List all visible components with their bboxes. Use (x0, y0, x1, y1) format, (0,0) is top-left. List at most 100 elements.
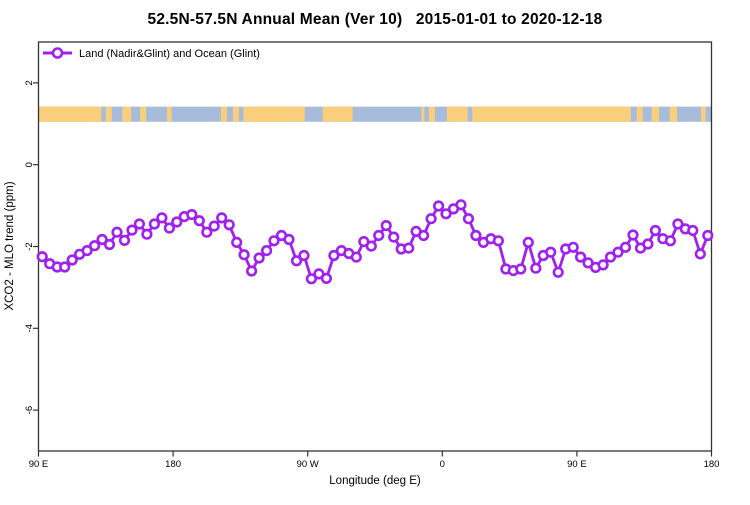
data-point-marker (208, 220, 220, 232)
land-segment (701, 106, 706, 122)
data-point-marker (567, 241, 579, 253)
data-point-marker (118, 234, 131, 246)
data-point-marker (380, 220, 392, 232)
data-point-marker (649, 224, 662, 237)
data-point-marker (403, 242, 415, 254)
data-point-marker (350, 251, 362, 263)
data-point-marker (627, 229, 639, 241)
land-segment (243, 106, 305, 122)
data-point-marker (126, 224, 138, 236)
data-point-marker (81, 245, 93, 257)
data-point-marker (156, 212, 168, 224)
y-tick-label: -2 (24, 242, 35, 250)
series-line (41, 203, 710, 281)
legend-label: Land (Nadir&Glint) and Ocean (Glint) (79, 48, 260, 60)
data-point-marker (328, 249, 340, 262)
data-point-marker (141, 228, 153, 240)
land-segment (232, 106, 239, 122)
data-point-marker (455, 199, 467, 211)
x-tick-label: 180 (704, 459, 720, 470)
land-segment (472, 106, 631, 122)
data-point-marker (425, 213, 437, 225)
data-point-marker (231, 236, 243, 248)
land-segment (428, 106, 435, 122)
data-point-marker (320, 272, 333, 285)
data-point-marker (418, 229, 430, 242)
y-axis: 2 0 -2 -4 -6 (24, 80, 39, 414)
x-axis: 90 E 180 90 W 0 90 E 180 (29, 451, 720, 470)
data-point-marker (574, 251, 587, 263)
data-point-marker (88, 240, 101, 252)
data-point-marker (373, 229, 385, 242)
data-point-marker (193, 215, 205, 227)
data-point-marker (687, 224, 699, 237)
data-point-marker (694, 248, 706, 260)
data-point-marker (642, 238, 654, 250)
land-segment (122, 106, 132, 122)
data-point-marker (492, 235, 505, 247)
x-tick-label: 90 E (29, 459, 49, 470)
data-point-marker (238, 249, 250, 261)
data-point-marker (201, 226, 213, 238)
page-title: 52.5N-57.5N Annual Mean (Ver 10) 2015-01… (147, 11, 603, 28)
data-point-marker (440, 208, 452, 220)
data-point-marker (702, 229, 714, 242)
land-segment (220, 106, 227, 122)
land-segment (636, 106, 643, 122)
data-point-marker (133, 218, 145, 230)
data-point-marker (552, 266, 564, 278)
data-point-marker (36, 251, 48, 263)
data-point-marker (672, 218, 684, 230)
y-tick-label: 0 (24, 162, 35, 167)
x-tick-label: 90 E (567, 459, 587, 470)
data-point-marker (171, 216, 183, 228)
data-point-marker (462, 213, 475, 225)
land-segment (140, 106, 147, 122)
x-tick-label: 90 W (297, 459, 319, 470)
data-point-marker (216, 212, 228, 224)
x-tick-label: 180 (165, 459, 181, 470)
x-axis-title: Longitude (deg E) (329, 475, 421, 487)
data-point-marker (163, 222, 175, 234)
data-point-marker (298, 249, 310, 262)
data-series (36, 199, 714, 285)
data-point-marker (433, 200, 445, 212)
data-point-marker (604, 251, 617, 263)
data-point-marker (619, 241, 632, 253)
data-point-marker (103, 238, 116, 251)
y-axis-title: XCO2 - MLO trend (ppm) (4, 181, 16, 310)
data-point-marker (388, 231, 400, 243)
land-segment (322, 106, 353, 122)
data-point-marker (530, 262, 542, 274)
data-point-marker (612, 246, 624, 258)
land-segment (167, 106, 172, 122)
land-segment (651, 106, 660, 122)
data-point-marker (261, 245, 273, 257)
data-point-marker (365, 240, 377, 252)
data-point-marker (522, 236, 534, 248)
data-point-marker (597, 259, 609, 271)
data-point-marker (290, 255, 303, 267)
data-point-marker (111, 226, 123, 238)
land-segment (446, 106, 468, 122)
data-point-marker (186, 209, 198, 221)
data-point-marker (96, 233, 108, 246)
land-ocean-band (38, 106, 712, 122)
y-tick-label: -6 (24, 406, 35, 414)
data-point-marker (66, 254, 78, 266)
data-point-marker (148, 218, 160, 230)
data-point-marker (246, 265, 258, 277)
land-segment (105, 106, 112, 122)
legend: Land (Nadir&Glint) and Ocean (Glint) (43, 47, 260, 60)
legend-open-circle-marker (51, 47, 64, 59)
data-point-marker (305, 273, 318, 285)
data-point-marker (59, 261, 71, 273)
data-point-marker (253, 252, 265, 264)
data-point-marker (664, 235, 677, 247)
data-point-marker (283, 233, 295, 246)
x-tick-label: 0 (440, 459, 445, 470)
data-point-marker (470, 229, 482, 242)
y-tick-label: -4 (24, 324, 35, 332)
